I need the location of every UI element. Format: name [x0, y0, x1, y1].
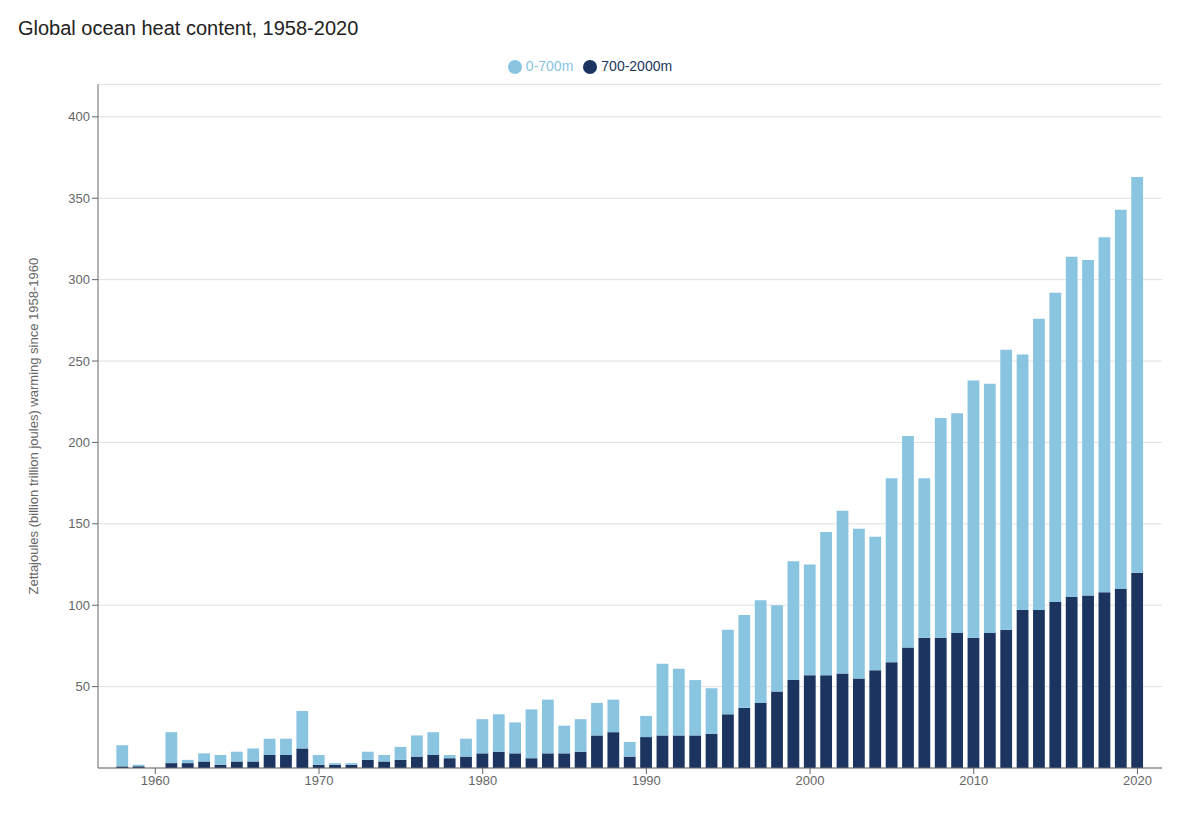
svg-text:400: 400: [68, 109, 90, 124]
svg-text:350: 350: [68, 191, 90, 206]
svg-text:2020: 2020: [1123, 773, 1152, 788]
svg-text:Zettajoules (billion trillion: Zettajoules (billion trillion joules) wa…: [26, 258, 41, 595]
svg-text:100: 100: [68, 598, 90, 613]
svg-text:1990: 1990: [632, 773, 661, 788]
svg-text:1960: 1960: [141, 773, 170, 788]
svg-text:2010: 2010: [959, 773, 988, 788]
svg-text:250: 250: [68, 354, 90, 369]
html-text:700-2000m: 700-2000m: [601, 58, 673, 74]
svg-text:2000: 2000: [796, 773, 825, 788]
svg-text:50: 50: [76, 679, 90, 694]
svg-text:200: 200: [68, 435, 90, 450]
html-text:Global ocean heat content, 195: Global ocean heat content, 1958-2020: [18, 17, 359, 39]
svg-text:1970: 1970: [305, 773, 334, 788]
svg-text:300: 300: [68, 272, 90, 287]
html-text:0-700m: 0-700m: [525, 58, 574, 74]
svg-text:150: 150: [68, 516, 90, 531]
svg-text:1980: 1980: [468, 773, 497, 788]
